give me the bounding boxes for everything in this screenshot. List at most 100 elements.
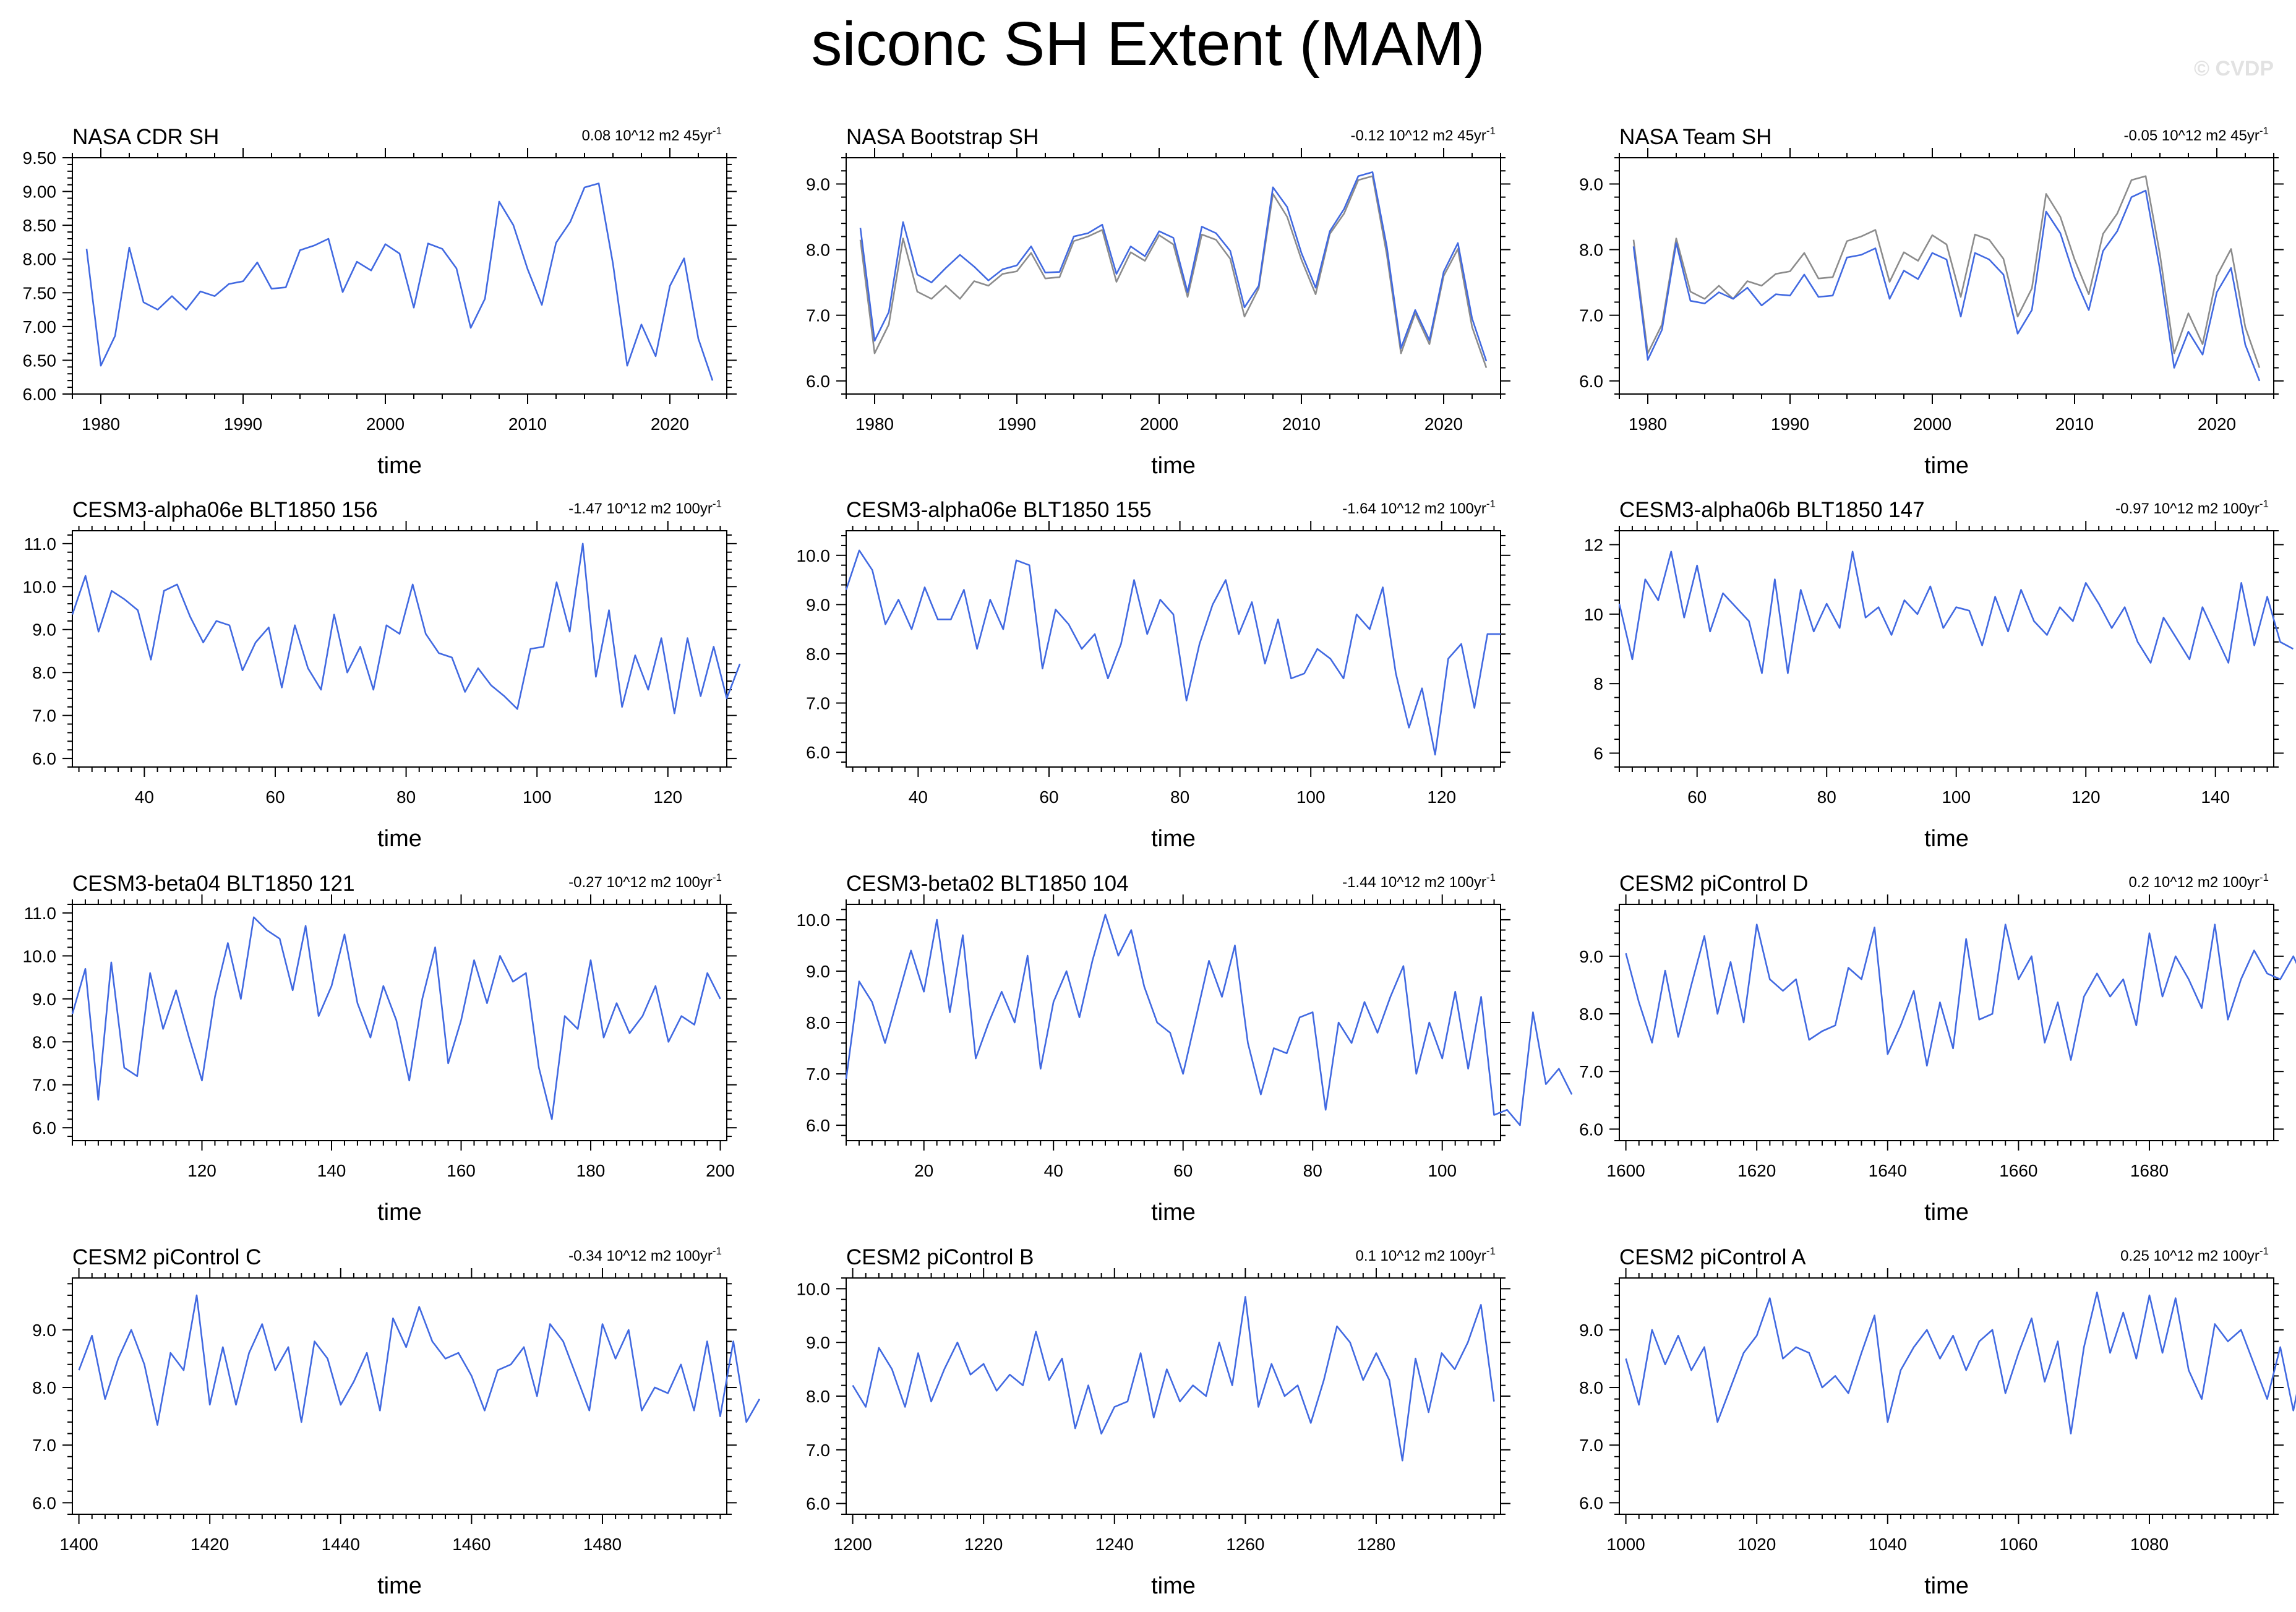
plot-frame bbox=[1619, 904, 2274, 1141]
x-tick-label: 100 bbox=[523, 787, 552, 807]
panel-trend: 0.08 10^12 m2 45yr-1 bbox=[581, 125, 722, 144]
x-tick-label: 80 bbox=[396, 787, 416, 807]
x-tick-label: 1980 bbox=[82, 414, 120, 434]
y-tick-label: 7.0 bbox=[1579, 306, 1603, 325]
panel-trend: -1.64 10^12 m2 100yr-1 bbox=[1342, 498, 1496, 517]
panel-trend: 0.25 10^12 m2 100yr-1 bbox=[2120, 1245, 2269, 1264]
x-tick-label: 1240 bbox=[1095, 1535, 1134, 1554]
x-tick-label: 1980 bbox=[855, 414, 894, 434]
chart-panel: CESM3-alpha06b BLT1850 147 -0.97 10^12 m2… bbox=[1584, 498, 2294, 852]
plot-frame bbox=[72, 1277, 727, 1515]
plot-frame bbox=[72, 904, 727, 1141]
y-tick-label: 6 bbox=[1593, 744, 1603, 763]
x-tick-label: 120 bbox=[653, 787, 682, 807]
panel-title: CESM3-alpha06b BLT1850 147 bbox=[1619, 498, 1925, 522]
y-tick-label: 7.0 bbox=[806, 694, 830, 713]
x-axis-label: time bbox=[1151, 1573, 1196, 1599]
panel-title: CESM2 piControl A bbox=[1619, 1245, 1806, 1269]
panel-trend-exponent: -1 bbox=[1486, 125, 1496, 137]
x-tick-label: 1220 bbox=[964, 1535, 1003, 1554]
y-tick-label: 7.0 bbox=[806, 1441, 830, 1460]
x-axis-label: time bbox=[377, 1199, 422, 1225]
x-tick-label: 2000 bbox=[1913, 414, 1951, 434]
chart-panel: CESM2 piControl C -0.34 10^12 m2 100yr-1 1… bbox=[32, 1245, 761, 1599]
panel-title: CESM2 piControl C bbox=[72, 1245, 261, 1269]
x-tick-label: 100 bbox=[1428, 1161, 1457, 1180]
y-tick-label: 6.00 bbox=[23, 385, 57, 404]
chart-panel: NASA Team SH -0.05 10^12 m2 45yr-1 1980 199… bbox=[1579, 125, 2284, 479]
y-tick-label: 10.0 bbox=[797, 911, 831, 930]
panel-trend: -0.05 10^12 m2 45yr-1 bbox=[2123, 125, 2269, 144]
x-tick-label: 120 bbox=[1427, 787, 1456, 807]
x-tick-label: 1080 bbox=[2130, 1535, 2169, 1554]
y-tick-label: 8.0 bbox=[806, 241, 830, 260]
y-tick-label: 6.50 bbox=[23, 351, 57, 370]
panel-trend-exponent: -1 bbox=[713, 1245, 722, 1257]
y-tick-label: 10.0 bbox=[23, 577, 57, 596]
x-tick-label: 1680 bbox=[2130, 1161, 2169, 1180]
panel-trend: -1.44 10^12 m2 100yr-1 bbox=[1342, 872, 1496, 891]
x-axis-label: time bbox=[377, 1573, 422, 1599]
x-tick-label: 2010 bbox=[2055, 414, 2094, 434]
y-tick-label: 8.0 bbox=[1579, 241, 1603, 260]
panel-trend-exponent: -1 bbox=[1486, 498, 1496, 510]
y-tick-label: 7.0 bbox=[1579, 1062, 1603, 1081]
y-tick-label: 6.0 bbox=[806, 372, 830, 391]
y-tick-label: 7.0 bbox=[32, 1076, 56, 1095]
y-tick-label: 9.0 bbox=[1579, 1321, 1603, 1340]
y-tick-label: 8.0 bbox=[806, 645, 830, 664]
y-tick-label: 8.00 bbox=[23, 250, 57, 269]
panel-trend: -0.12 10^12 m2 45yr-1 bbox=[1350, 125, 1496, 144]
chart-panel: NASA Bootstrap SH -0.12 10^12 m2 45yr-1 19… bbox=[806, 125, 1510, 479]
y-tick-label: 7.0 bbox=[32, 706, 56, 726]
y-tick-label: 6.0 bbox=[806, 743, 830, 762]
y-tick-label: 9.50 bbox=[23, 148, 57, 168]
y-tick-label: 9.0 bbox=[1579, 174, 1603, 194]
y-tick-label: 6.0 bbox=[806, 1494, 830, 1514]
plot-frame bbox=[846, 157, 1501, 395]
x-axis-label: time bbox=[1151, 1199, 1196, 1225]
y-tick-label: 9.0 bbox=[806, 595, 830, 614]
x-tick-label: 80 bbox=[1817, 787, 1836, 807]
x-tick-label: 1420 bbox=[191, 1535, 229, 1554]
chart-panel: CESM3-beta02 BLT1850 104 -1.44 10^12 m2 1… bbox=[797, 872, 1573, 1225]
y-tick-label: 6.0 bbox=[806, 1116, 830, 1135]
panel-trend: 0.1 10^12 m2 100yr-1 bbox=[1355, 1245, 1496, 1264]
panel-title: CESM3-beta02 BLT1850 104 bbox=[846, 872, 1129, 896]
x-tick-label: 160 bbox=[447, 1161, 476, 1180]
panel-title: NASA Team SH bbox=[1619, 125, 1771, 149]
x-tick-label: 1980 bbox=[1629, 414, 1667, 434]
y-tick-label: 9.0 bbox=[806, 174, 830, 194]
x-tick-label: 40 bbox=[135, 787, 154, 807]
series-line bbox=[1632, 189, 2261, 382]
y-tick-label: 7.0 bbox=[806, 306, 830, 325]
x-axis-label: time bbox=[1151, 453, 1196, 479]
x-tick-label: 1600 bbox=[1606, 1161, 1645, 1180]
x-tick-label: 1200 bbox=[833, 1535, 872, 1554]
chart-panel: NASA CDR SH 0.08 10^12 m2 45yr-1 1980 1990 2… bbox=[23, 125, 737, 479]
chart-panel: CESM2 piControl A 0.25 10^12 m2 100yr-1 10… bbox=[1579, 1245, 2296, 1599]
x-tick-label: 1620 bbox=[1737, 1161, 1776, 1180]
y-tick-label: 6.0 bbox=[32, 1493, 56, 1512]
y-tick-label: 11.0 bbox=[24, 534, 56, 554]
x-tick-label: 60 bbox=[1039, 787, 1058, 807]
series-line bbox=[845, 549, 1501, 756]
y-tick-label: 8.0 bbox=[806, 1013, 830, 1032]
x-tick-label: 2020 bbox=[2198, 414, 2236, 434]
x-tick-label: 100 bbox=[1296, 787, 1326, 807]
panel-trend-exponent: -1 bbox=[713, 125, 722, 137]
series-line bbox=[852, 1296, 1495, 1462]
chart-panel: CESM3-alpha06e BLT1850 156 -1.47 10^12 m2… bbox=[23, 498, 741, 852]
x-tick-label: 40 bbox=[909, 787, 928, 807]
y-tick-label: 7.0 bbox=[806, 1065, 830, 1084]
y-tick-label: 9.0 bbox=[32, 620, 56, 640]
series-line bbox=[78, 1294, 761, 1426]
y-tick-label: 10.0 bbox=[797, 1279, 831, 1298]
x-axis-label: time bbox=[1924, 1573, 1969, 1599]
y-tick-label: 10 bbox=[1584, 605, 1603, 624]
panel-trend-exponent: -1 bbox=[2260, 872, 2269, 883]
plot-frame bbox=[1619, 157, 2274, 395]
x-tick-label: 80 bbox=[1303, 1161, 1322, 1180]
plot-frame bbox=[846, 530, 1501, 768]
series-line bbox=[845, 914, 1573, 1126]
